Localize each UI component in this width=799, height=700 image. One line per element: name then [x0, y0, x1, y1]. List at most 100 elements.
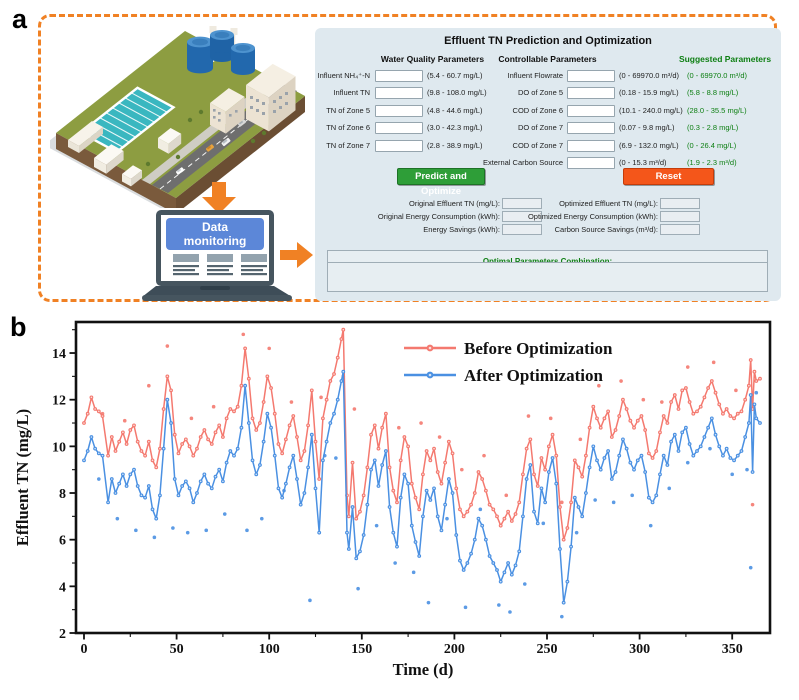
scatter-point — [630, 493, 634, 498]
scatter-point — [660, 400, 664, 404]
series-marker-center — [659, 431, 661, 434]
label-cod-of-zone-7: COD of Zone 7 — [512, 140, 563, 150]
input-do-of-zone-5[interactable] — [567, 87, 615, 100]
series-marker-center — [585, 492, 587, 494]
input-influent-flowrate[interactable] — [567, 70, 615, 82]
plant-building-tall — [246, 63, 296, 132]
series-marker-center — [611, 436, 613, 438]
series-marker-center — [518, 501, 521, 504]
series-marker-center — [548, 445, 550, 448]
series-marker-center — [322, 459, 324, 462]
series-marker-center — [459, 559, 461, 562]
series-marker-center — [288, 424, 291, 427]
laptop-notch — [200, 286, 230, 290]
series-marker-center — [346, 531, 348, 534]
series-marker-center — [685, 426, 687, 429]
label-tn-of-zone-5: TN of Zone 5 — [326, 105, 370, 115]
input-influent-tn[interactable] — [375, 87, 423, 100]
series-marker-center — [644, 471, 646, 473]
series-marker-center — [540, 457, 543, 459]
y-tick-label: 2 — [59, 627, 66, 642]
series-marker-center — [94, 408, 96, 410]
series-marker-center — [299, 459, 302, 462]
series-marker-center — [725, 447, 728, 450]
suggested-do-of-zone-7: (0.3 - 2.8 mg/L) — [687, 123, 739, 133]
input-tn-of-zone-7[interactable] — [375, 139, 423, 152]
series-marker-center — [703, 396, 706, 399]
series-marker-center — [114, 492, 117, 494]
series-marker-center — [366, 503, 369, 506]
series-marker-center — [318, 531, 321, 534]
series-marker-center — [496, 515, 498, 518]
series-marker-center — [677, 408, 680, 410]
series-marker-center — [440, 482, 443, 485]
series-marker-center — [744, 398, 746, 401]
series-marker-center — [585, 454, 587, 457]
input-tn-of-zone-5[interactable] — [375, 104, 423, 117]
series-marker-center — [433, 487, 435, 490]
input-cod-of-zone-7[interactable] — [567, 139, 615, 152]
data-monitoring-banner — [166, 218, 264, 250]
label-influent-nh-n: Influent NH₄⁺-N — [317, 71, 370, 80]
series-marker-center — [503, 517, 506, 520]
series-marker-center — [285, 482, 287, 485]
scatter-point — [750, 502, 755, 507]
series-marker-center — [670, 440, 672, 443]
x-tick-label: 0 — [81, 642, 88, 657]
series-marker-center — [633, 468, 635, 471]
output-optimized-effluent-tn-mg-l — [660, 198, 700, 209]
plant-aeration-pool — [78, 86, 176, 154]
series-marker-center — [629, 419, 632, 422]
series-marker-center — [407, 482, 409, 485]
input-tn-of-zone-6[interactable] — [375, 122, 423, 135]
series-marker-center — [640, 454, 643, 457]
series-marker-center — [83, 459, 85, 462]
series-marker-center — [107, 501, 109, 504]
range-cod-of-zone-6: (10.1 - 240.0 mg/L) — [619, 105, 683, 115]
effluent-tn-chart: 0 50 100 150 200 250 300 350 2 4 6 8 10 12 14 Time (d) E… — [13, 320, 772, 679]
predict-and-optimize-button[interactable]: Predict and Optimize — [397, 168, 485, 197]
scatter-point — [122, 418, 127, 423]
scatter-point — [445, 516, 449, 521]
series-marker-center — [485, 489, 487, 492]
x-tick-label: 300 — [629, 642, 650, 657]
series-marker-center — [222, 436, 224, 438]
input-do-of-zone-7[interactable] — [567, 122, 615, 135]
series-marker-center — [522, 515, 524, 518]
series-marker-center — [370, 468, 372, 471]
series-marker-center — [285, 438, 287, 441]
arrow-down-icon — [202, 182, 236, 214]
series-marker-center — [518, 550, 521, 553]
series-marker-center — [381, 464, 383, 466]
series-marker-center — [110, 436, 113, 438]
series-marker-center — [233, 454, 235, 457]
scatter-point — [282, 488, 286, 493]
series-marker-center — [148, 440, 150, 443]
series-marker-center — [342, 328, 345, 331]
plant-shed-center — [158, 128, 182, 154]
input-influent-nh-n[interactable] — [375, 70, 423, 82]
series-marker-center — [740, 410, 743, 413]
series-marker-center — [425, 489, 428, 492]
panel-b-label: b — [10, 312, 27, 342]
scatter-point — [497, 603, 501, 607]
series-marker-center — [618, 454, 621, 457]
series-marker-center — [499, 580, 502, 583]
series-marker-center — [144, 496, 146, 499]
series-marker-center — [477, 471, 480, 473]
series-marker-center — [118, 440, 120, 443]
series-marker-center — [633, 426, 635, 429]
input-cod-of-zone-6[interactable] — [567, 104, 615, 117]
suggested-influent-flowrate: (0 - 69970.0 m³/d) — [687, 71, 748, 80]
label-do-of-zone-5: DO of Zone 5 — [517, 88, 563, 98]
scatter-point — [245, 528, 249, 533]
series-marker-center — [429, 459, 432, 462]
x-tick-label: 150 — [351, 642, 372, 657]
series-marker-center — [618, 415, 621, 417]
reset-button[interactable]: Reset — [623, 168, 714, 185]
series-marker-center — [322, 417, 324, 420]
input-external-carbon-source[interactable] — [567, 157, 615, 169]
series-marker-center — [392, 489, 395, 492]
series-marker-center — [351, 506, 354, 508]
x-tick-label: 200 — [444, 642, 465, 657]
